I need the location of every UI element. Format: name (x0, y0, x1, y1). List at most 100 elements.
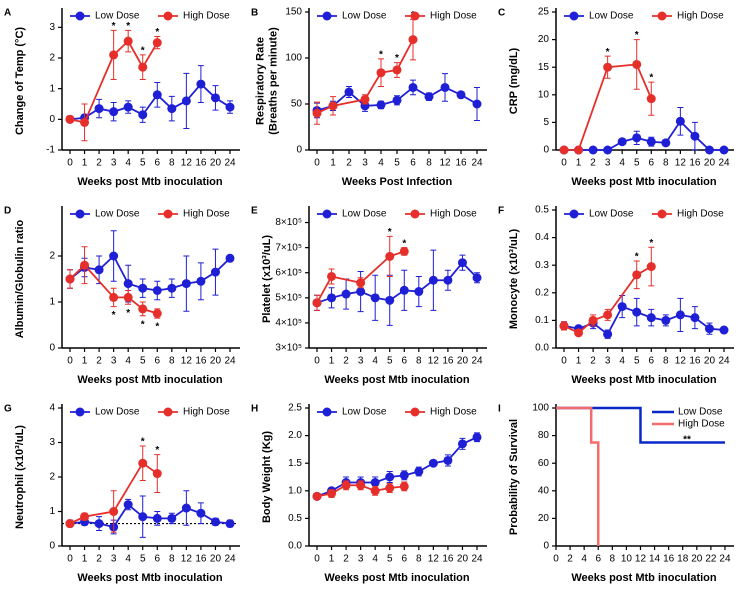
x-tick-label: 2 (96, 554, 102, 565)
legend-marker (163, 209, 173, 219)
x-axis-label: Weeks post Mtb inoculation (324, 374, 470, 386)
survival-curve (556, 406, 600, 546)
y-tick-label: 3×10⁵ (275, 343, 302, 354)
data-point (646, 262, 656, 272)
x-tick-label: 0 (553, 554, 559, 565)
x-tick-label: 24 (471, 554, 483, 565)
x-axis-label: Weeks post Mtb inoculation (571, 176, 717, 188)
legend-label: Low Dose (678, 407, 723, 418)
data-point (210, 93, 220, 103)
data-point (443, 455, 453, 465)
data-point (457, 439, 467, 449)
y-tick-label: 4×10⁵ (275, 318, 302, 329)
legend-label: High Dose (430, 11, 477, 22)
survival-curve (556, 406, 725, 444)
y-tick-label: 0.4 (535, 232, 549, 243)
data-point (123, 36, 133, 46)
data-point (632, 270, 642, 280)
data-point (123, 102, 133, 112)
x-tick-label: 16 (195, 158, 207, 169)
data-point (661, 138, 671, 148)
legend-label: High Dose (677, 11, 724, 22)
data-point (408, 35, 418, 45)
x-tick-label: 3 (358, 554, 364, 565)
y-tick-label: 10 (538, 89, 550, 100)
x-tick-label: 20 (691, 554, 703, 565)
x-tick-label: 8 (416, 356, 422, 367)
x-tick-label: 4 (125, 158, 131, 169)
data-point (559, 145, 569, 155)
x-tick-label: 1 (82, 158, 88, 169)
significance-label: * (388, 227, 392, 238)
x-tick-label: 1 (82, 554, 88, 565)
y-tick-label: 6×10⁵ (275, 267, 302, 278)
x-tick-label: 12 (675, 158, 687, 169)
y-axis-label: Neutrophil (x10³/uL) (14, 425, 26, 529)
panel: H Body Weight (Kg) Weeks post Mtb inoculat… (251, 403, 487, 584)
significance-label: * (649, 238, 653, 249)
data-point (617, 137, 627, 147)
y-tick-label: 20 (538, 34, 550, 45)
x-tick-label: 16 (442, 554, 454, 565)
x-axis-label: Weeks post Mtb inoculation (77, 176, 223, 188)
y-tick-label: 60 (538, 458, 550, 469)
data-point (80, 260, 90, 270)
data-point (603, 329, 613, 339)
data-point (138, 304, 148, 314)
data-point (632, 59, 642, 69)
x-tick-label: 3 (111, 356, 117, 367)
data-point (65, 519, 75, 529)
y-tick-label: 0.2 (535, 287, 549, 298)
data-point (138, 62, 148, 72)
x-tick-label: 6 (154, 158, 160, 169)
panel-label: I (498, 404, 501, 415)
y-tick-label: 2 (49, 251, 55, 262)
significance-label: * (155, 27, 159, 38)
y-tick-label: 150 (285, 7, 302, 18)
data-point (719, 145, 729, 155)
x-tick-label: 12 (428, 356, 440, 367)
x-tick-label: 5 (394, 158, 400, 169)
data-point (152, 469, 162, 479)
data-point (399, 246, 409, 256)
y-tick-label: 0.5 (535, 205, 549, 216)
legend-marker (322, 11, 332, 21)
x-tick-label: 0 (314, 356, 320, 367)
x-tick-label: 20 (210, 554, 222, 565)
x-tick-label: 8 (169, 554, 175, 565)
x-tick-label: 20 (704, 158, 716, 169)
y-axis-label: Platelet (x10³/uL) (261, 235, 273, 323)
y-tick-label: 2.0 (288, 430, 302, 441)
data-point (356, 480, 366, 490)
y-tick-label: 3 (49, 437, 55, 448)
data-point (646, 137, 656, 147)
x-tick-label: 2 (590, 158, 596, 169)
significance-label: * (141, 437, 145, 448)
panel-label: F (498, 206, 504, 217)
y-tick-label: 50 (291, 99, 303, 110)
y-tick-label: 2.5 (288, 403, 302, 414)
y-tick-label: 1.5 (288, 458, 302, 469)
significance-label: * (155, 445, 159, 456)
x-tick-label: 0 (67, 356, 73, 367)
legend-label: Low Dose (95, 407, 140, 418)
data-point (181, 503, 191, 513)
data-point (167, 513, 177, 523)
legend-label: Low Dose (342, 11, 387, 22)
legend-marker (75, 407, 85, 417)
significance-label: * (395, 53, 399, 64)
x-axis-label: Weeks post Mtb inoculation (77, 572, 223, 584)
x-tick-label: 12 (181, 554, 193, 565)
y-tick-label: 15 (538, 62, 550, 73)
x-tick-label: 0 (314, 158, 320, 169)
x-tick-label: 5 (140, 356, 146, 367)
y-tick-label: 0 (543, 541, 549, 552)
y-tick-label: 0 (543, 145, 549, 156)
significance-label: * (155, 322, 159, 333)
data-point (94, 104, 104, 114)
y-tick-label: 0 (296, 145, 302, 156)
data-point (414, 287, 424, 297)
x-tick-label: 20 (457, 356, 469, 367)
legend-label: Low Dose (589, 209, 634, 220)
